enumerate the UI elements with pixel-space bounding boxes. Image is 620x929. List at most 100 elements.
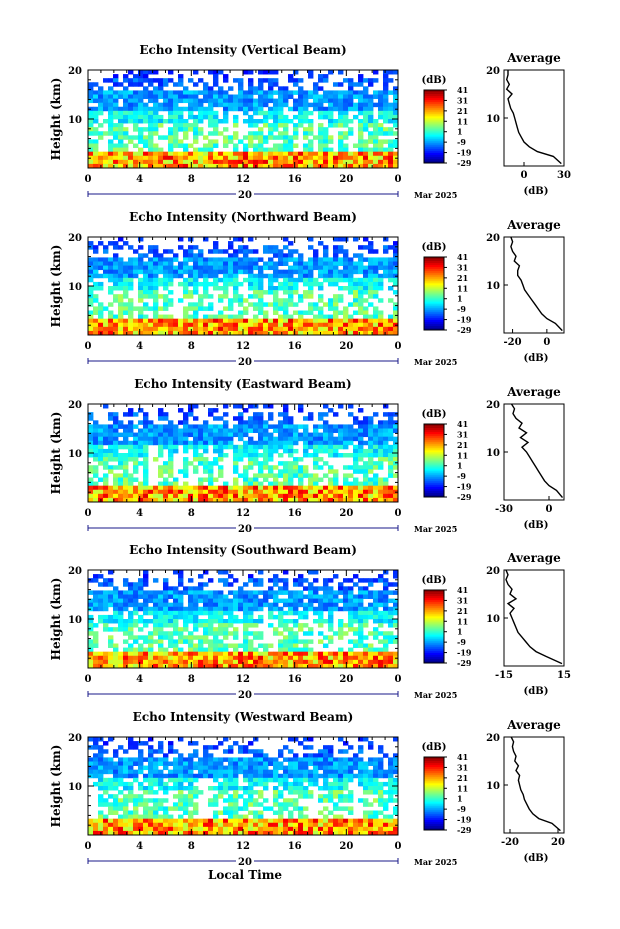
heatmap-cell [98, 461, 104, 466]
heatmap-cell [223, 436, 229, 442]
heatmap-cell [368, 330, 374, 336]
heatmap-cell [393, 114, 399, 120]
heatmap-cell [178, 82, 184, 87]
profile-y-tick-label: 20 [486, 400, 500, 411]
heatmap-cell [193, 416, 199, 421]
heatmap-cell [328, 481, 334, 487]
heatmap-cell [138, 245, 144, 250]
heatmap-cell [328, 265, 334, 271]
heatmap-cell [278, 432, 284, 438]
heatmap-cell [88, 481, 94, 487]
heatmap-cell [243, 631, 249, 636]
colorbar-tick-label: -9 [457, 304, 466, 314]
heatmap-cell [168, 155, 174, 161]
heatmap-cell [223, 643, 229, 648]
heatmap-cell [318, 78, 324, 83]
heatmap-cell [88, 82, 94, 87]
heatmap-cell [98, 818, 104, 824]
heatmap-cell [363, 98, 369, 104]
heatmap-cell [243, 245, 249, 250]
heatmap-cell [393, 485, 399, 491]
heatmap-cell [368, 489, 374, 495]
heatmap-cell [313, 265, 319, 271]
heatmap-cell [118, 432, 124, 438]
heatmap-cell [198, 147, 204, 153]
heatmap-cell [98, 822, 104, 828]
heatmap-cell [288, 269, 294, 275]
heatmap-cell [258, 106, 264, 112]
heatmap-cell [148, 114, 154, 120]
heatmap-cell [148, 639, 154, 644]
heatmap-cell [308, 261, 314, 266]
heatmap-cell [288, 493, 294, 499]
heatmap-cell [263, 70, 269, 75]
heatmap-cell [293, 281, 299, 287]
heatmap-cell [123, 135, 129, 140]
heatmap-cell [358, 586, 364, 591]
heatmap-cell [118, 481, 124, 487]
heatmap-cell [208, 302, 214, 307]
heatmap-cell [138, 485, 144, 491]
heatmap-cell [208, 465, 214, 470]
heatmap-cell [353, 253, 359, 258]
heatmap-cell [393, 123, 399, 128]
heatmap-cell [348, 623, 354, 628]
profile-title: Average [506, 551, 561, 565]
heatmap-cell [143, 477, 149, 482]
heatmap-cell [378, 281, 384, 287]
heatmap-cell [343, 114, 349, 120]
heatmap-cell [373, 489, 379, 495]
heatmap-cell [368, 257, 374, 262]
heatmap-cell [163, 586, 169, 591]
heatmap-cell [368, 151, 374, 157]
heatmap-cell [168, 424, 174, 429]
heatmap-cell [373, 453, 379, 458]
heatmap-cell [158, 631, 164, 636]
heatmap-cell [168, 659, 174, 665]
heatmap-cell [353, 159, 359, 165]
heatmap-cell [383, 489, 389, 495]
heatmap-cell [203, 493, 209, 499]
heatmap-cell [203, 457, 209, 462]
heatmap-cell [118, 493, 124, 499]
heatmap-cell [323, 578, 329, 583]
heatmap-cell [318, 265, 324, 271]
heatmap-cell [203, 497, 209, 503]
heatmap-cell [223, 647, 229, 653]
heatmap-cell [173, 114, 179, 120]
heatmap-cell [298, 578, 304, 583]
heatmap-cell [208, 265, 214, 271]
heatmap-cell [368, 453, 374, 458]
heatmap-cell [363, 623, 369, 628]
heatmap-cell [338, 159, 344, 165]
heatmap-cell [163, 465, 169, 470]
heatmap-cell [148, 98, 154, 104]
heatmap-cell [128, 798, 134, 803]
heatmap-cell [358, 485, 364, 491]
heatmap-cell [178, 493, 184, 499]
heatmap-cell [343, 594, 349, 599]
heatmap-cell [123, 786, 129, 791]
heatmap-cell [168, 457, 174, 462]
heatmap-cell [113, 598, 119, 604]
heatmap-cell [218, 594, 224, 599]
heatmap-cell [123, 802, 129, 807]
heatmap-cell [183, 318, 189, 324]
heatmap-cell [343, 155, 349, 161]
heatmap-cell [228, 265, 234, 271]
colorbar-frame [423, 589, 445, 664]
heatmap-cell [328, 489, 334, 495]
heatmap-cell [303, 489, 309, 495]
heatmap-cell [193, 135, 199, 140]
heatmap-cell [253, 477, 259, 482]
heatmap-cell [93, 469, 99, 474]
heatmap-cell [308, 453, 314, 458]
heatmap-cell [283, 412, 289, 417]
heatmap-cell [373, 290, 379, 295]
heatmap-cell [93, 440, 99, 446]
heatmap-cell [333, 281, 339, 287]
heatmap-cell [303, 606, 309, 612]
heatmap-cell [183, 663, 189, 669]
heatmap-cell [213, 663, 219, 669]
heatmap-cell [258, 70, 264, 75]
